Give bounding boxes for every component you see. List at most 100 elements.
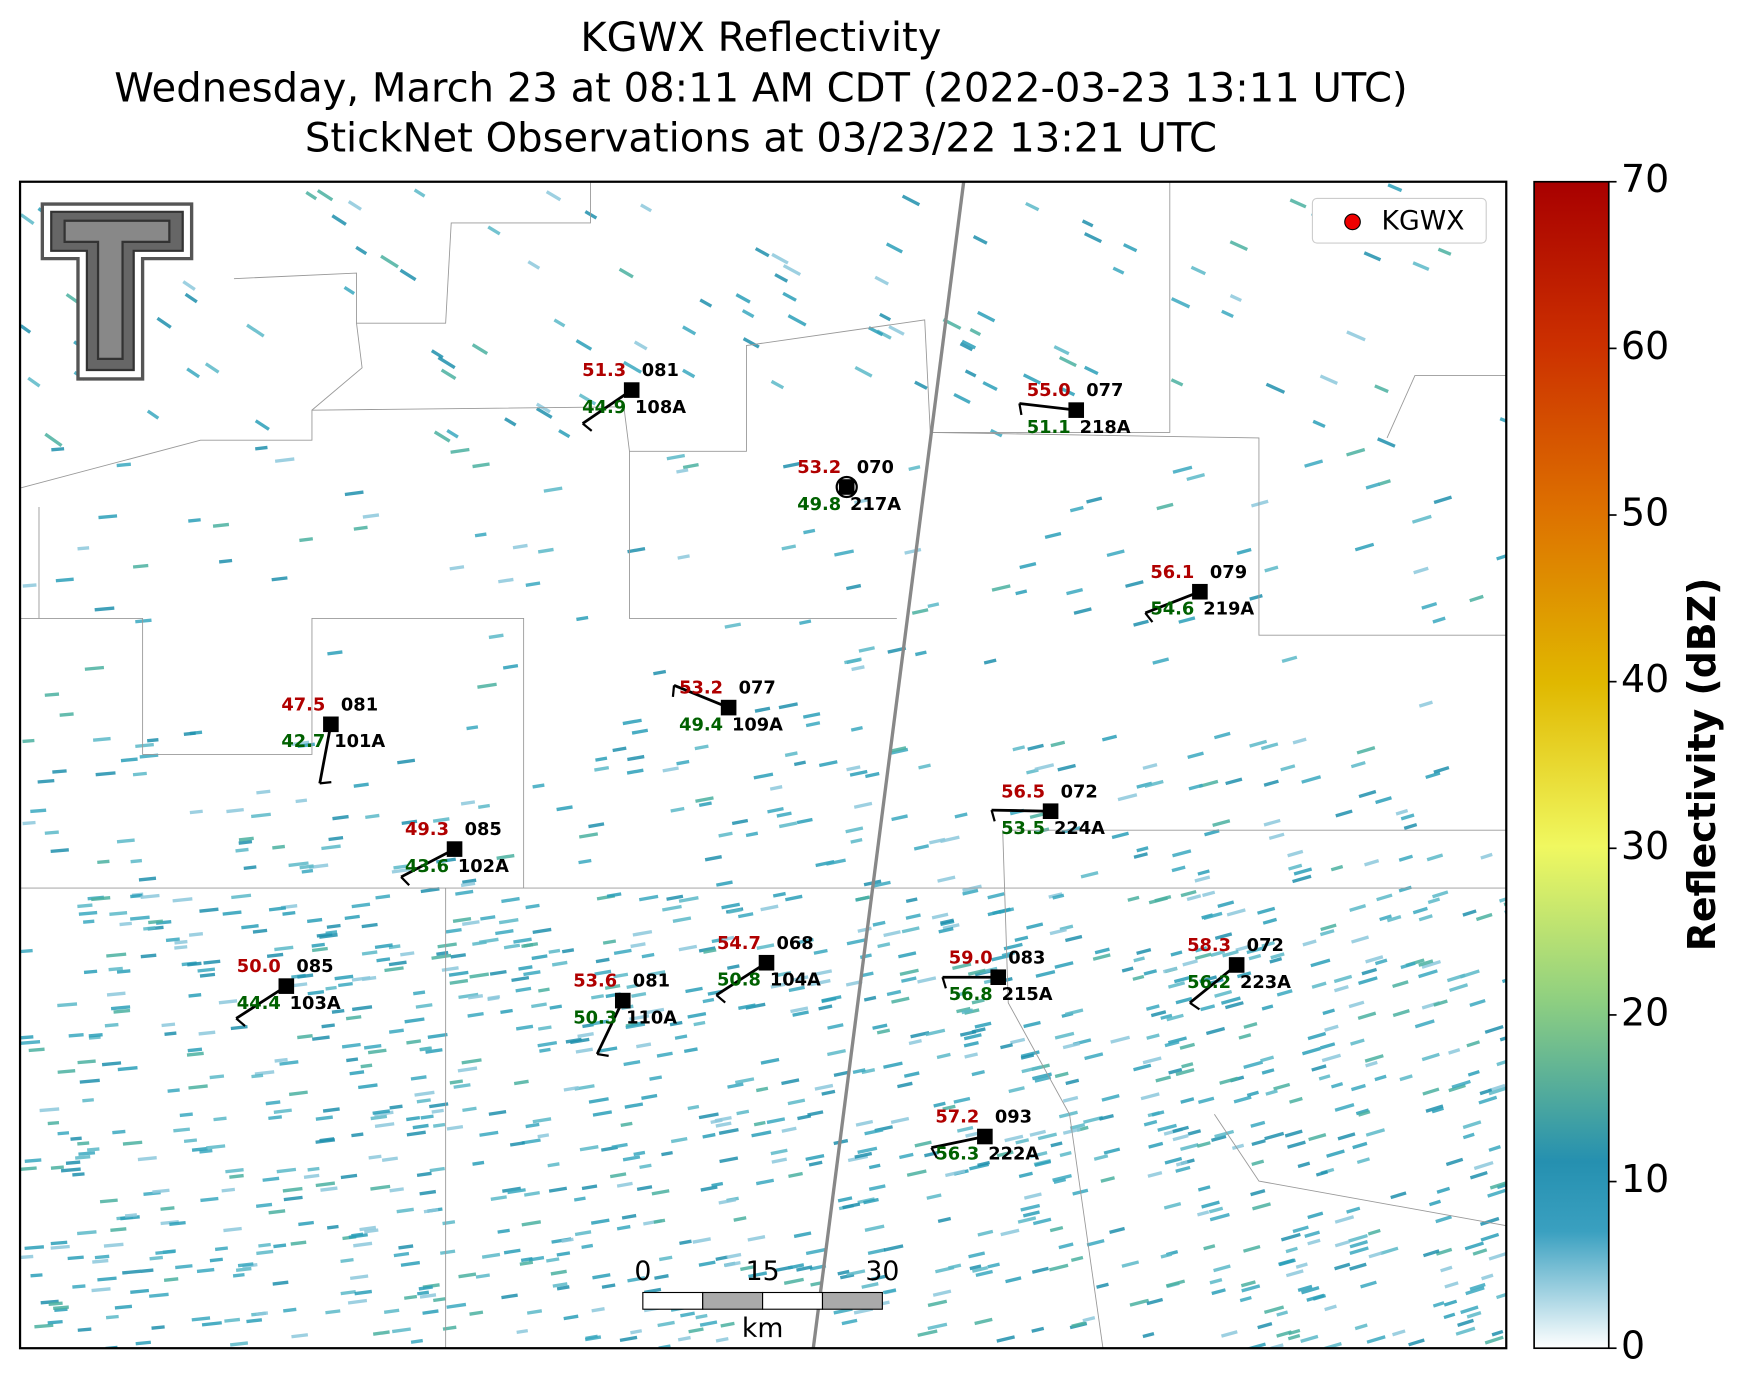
echo bbox=[1324, 1304, 1337, 1312]
echo bbox=[376, 957, 391, 963]
station-id: 104A bbox=[770, 970, 821, 991]
echo bbox=[404, 1294, 418, 1300]
echo bbox=[1307, 1031, 1327, 1041]
echo bbox=[1053, 345, 1070, 356]
echo bbox=[1412, 906, 1428, 915]
echo bbox=[1392, 1329, 1406, 1337]
echo bbox=[854, 498, 869, 505]
echo bbox=[1243, 1022, 1258, 1029]
echo bbox=[715, 1121, 732, 1128]
echo bbox=[91, 896, 111, 902]
echo bbox=[1433, 495, 1452, 505]
echo bbox=[282, 1186, 303, 1193]
echo bbox=[1496, 553, 1507, 561]
echo bbox=[148, 1292, 169, 1298]
echo bbox=[431, 1108, 444, 1114]
echo bbox=[455, 889, 474, 896]
echo bbox=[116, 838, 135, 844]
echo bbox=[1178, 616, 1196, 624]
echo bbox=[651, 1189, 670, 1196]
echo bbox=[1364, 859, 1380, 867]
echo bbox=[1032, 1217, 1052, 1226]
legend: KGWX bbox=[1311, 197, 1487, 244]
echo bbox=[1017, 1216, 1037, 1224]
echo bbox=[321, 844, 341, 851]
echo bbox=[1186, 894, 1202, 902]
echo bbox=[268, 906, 287, 912]
echo bbox=[489, 969, 507, 976]
echo bbox=[1414, 1019, 1435, 1029]
echo bbox=[212, 522, 230, 528]
echo bbox=[525, 1122, 540, 1129]
station-marker bbox=[838, 479, 855, 495]
echo bbox=[853, 801, 873, 809]
echo bbox=[507, 1188, 526, 1195]
echo bbox=[1346, 330, 1366, 342]
echo bbox=[446, 429, 459, 439]
echo bbox=[538, 987, 550, 993]
echo bbox=[550, 1269, 567, 1276]
echo bbox=[776, 811, 792, 818]
echo bbox=[1202, 890, 1216, 898]
echo bbox=[548, 1186, 568, 1193]
echo bbox=[315, 1138, 336, 1144]
echo bbox=[439, 1249, 456, 1255]
echo bbox=[196, 1267, 215, 1274]
echo bbox=[189, 809, 203, 815]
echo bbox=[1156, 502, 1174, 511]
echo bbox=[1386, 915, 1402, 923]
echo bbox=[781, 1126, 797, 1133]
echo bbox=[503, 1248, 521, 1255]
wind-barb bbox=[235, 984, 288, 1020]
echo bbox=[849, 769, 868, 777]
wind-barb bbox=[715, 961, 768, 997]
echo bbox=[908, 465, 921, 471]
echo bbox=[367, 1048, 387, 1055]
echo bbox=[672, 916, 692, 923]
echo bbox=[460, 881, 476, 888]
echo bbox=[311, 942, 325, 948]
echo bbox=[375, 894, 391, 900]
echo bbox=[861, 1068, 876, 1075]
echo bbox=[982, 381, 998, 391]
echo bbox=[1065, 1078, 1080, 1086]
echo bbox=[883, 930, 901, 938]
legend-marker bbox=[1344, 213, 1361, 231]
echo bbox=[1287, 1140, 1306, 1149]
station-id: 218A bbox=[1080, 417, 1131, 438]
echo bbox=[1094, 947, 1110, 955]
ttu-logo bbox=[40, 202, 194, 381]
echo bbox=[1129, 1298, 1150, 1307]
echo bbox=[77, 1059, 96, 1065]
echo bbox=[479, 1130, 499, 1137]
barb-flag bbox=[990, 809, 996, 822]
echo bbox=[1285, 1246, 1298, 1254]
echo bbox=[149, 1255, 163, 1261]
echo bbox=[1288, 863, 1303, 871]
echo bbox=[1082, 1316, 1096, 1323]
echo bbox=[271, 576, 288, 582]
echo bbox=[347, 200, 362, 211]
echo bbox=[268, 1209, 286, 1215]
echo bbox=[140, 893, 160, 900]
echo bbox=[532, 783, 545, 789]
echo bbox=[883, 1061, 903, 1069]
echo bbox=[1175, 1165, 1191, 1173]
county-lines bbox=[20, 181, 1507, 1349]
echo bbox=[1484, 1335, 1504, 1345]
echo bbox=[792, 1010, 809, 1017]
echo bbox=[274, 1057, 288, 1063]
echo bbox=[578, 393, 597, 406]
echo bbox=[22, 820, 36, 826]
echo bbox=[50, 1244, 70, 1250]
echo bbox=[243, 865, 257, 871]
echo bbox=[632, 929, 653, 937]
echo bbox=[548, 948, 561, 954]
echo bbox=[1023, 1020, 1041, 1029]
echo bbox=[910, 1031, 930, 1039]
echo bbox=[796, 817, 813, 825]
echo bbox=[827, 1049, 846, 1057]
echo bbox=[735, 293, 751, 304]
echo bbox=[688, 1327, 704, 1334]
echo bbox=[1387, 183, 1403, 193]
